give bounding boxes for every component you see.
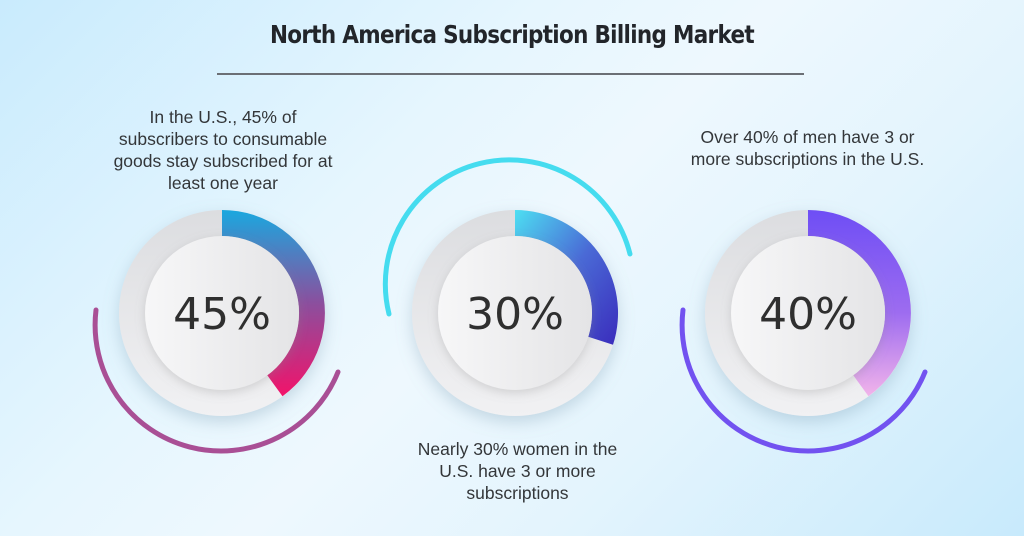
- title-divider: [217, 73, 804, 75]
- inner-disc: [145, 236, 299, 390]
- progress-segment: [808, 210, 911, 397]
- percent-label: 40%: [759, 289, 857, 340]
- radial-chart-40: 40%: [679, 210, 928, 454]
- page-title: North America Subscription Billing Marke…: [269, 20, 755, 49]
- percent-label: 45%: [173, 289, 271, 340]
- accent-arc: [92, 307, 341, 454]
- inner-disc: [438, 236, 592, 390]
- accent-arc: [679, 307, 928, 454]
- radial-chart-45: 45%: [92, 210, 341, 454]
- accent-arc: [382, 157, 633, 317]
- percent-label: 30%: [466, 289, 564, 340]
- inner-disc: [731, 236, 885, 390]
- stat-caption-3: Over 40% of men have 3 or more subscript…: [690, 127, 925, 169]
- stat-caption-1: In the U.S., 45% of subscribers to consu…: [113, 107, 333, 193]
- stat-caption-2: Nearly 30% women in the U.S. have 3 or m…: [417, 439, 618, 503]
- progress-segment: [222, 210, 325, 397]
- progress-segment: [515, 210, 619, 345]
- radial-chart-30: 30%: [382, 157, 633, 416]
